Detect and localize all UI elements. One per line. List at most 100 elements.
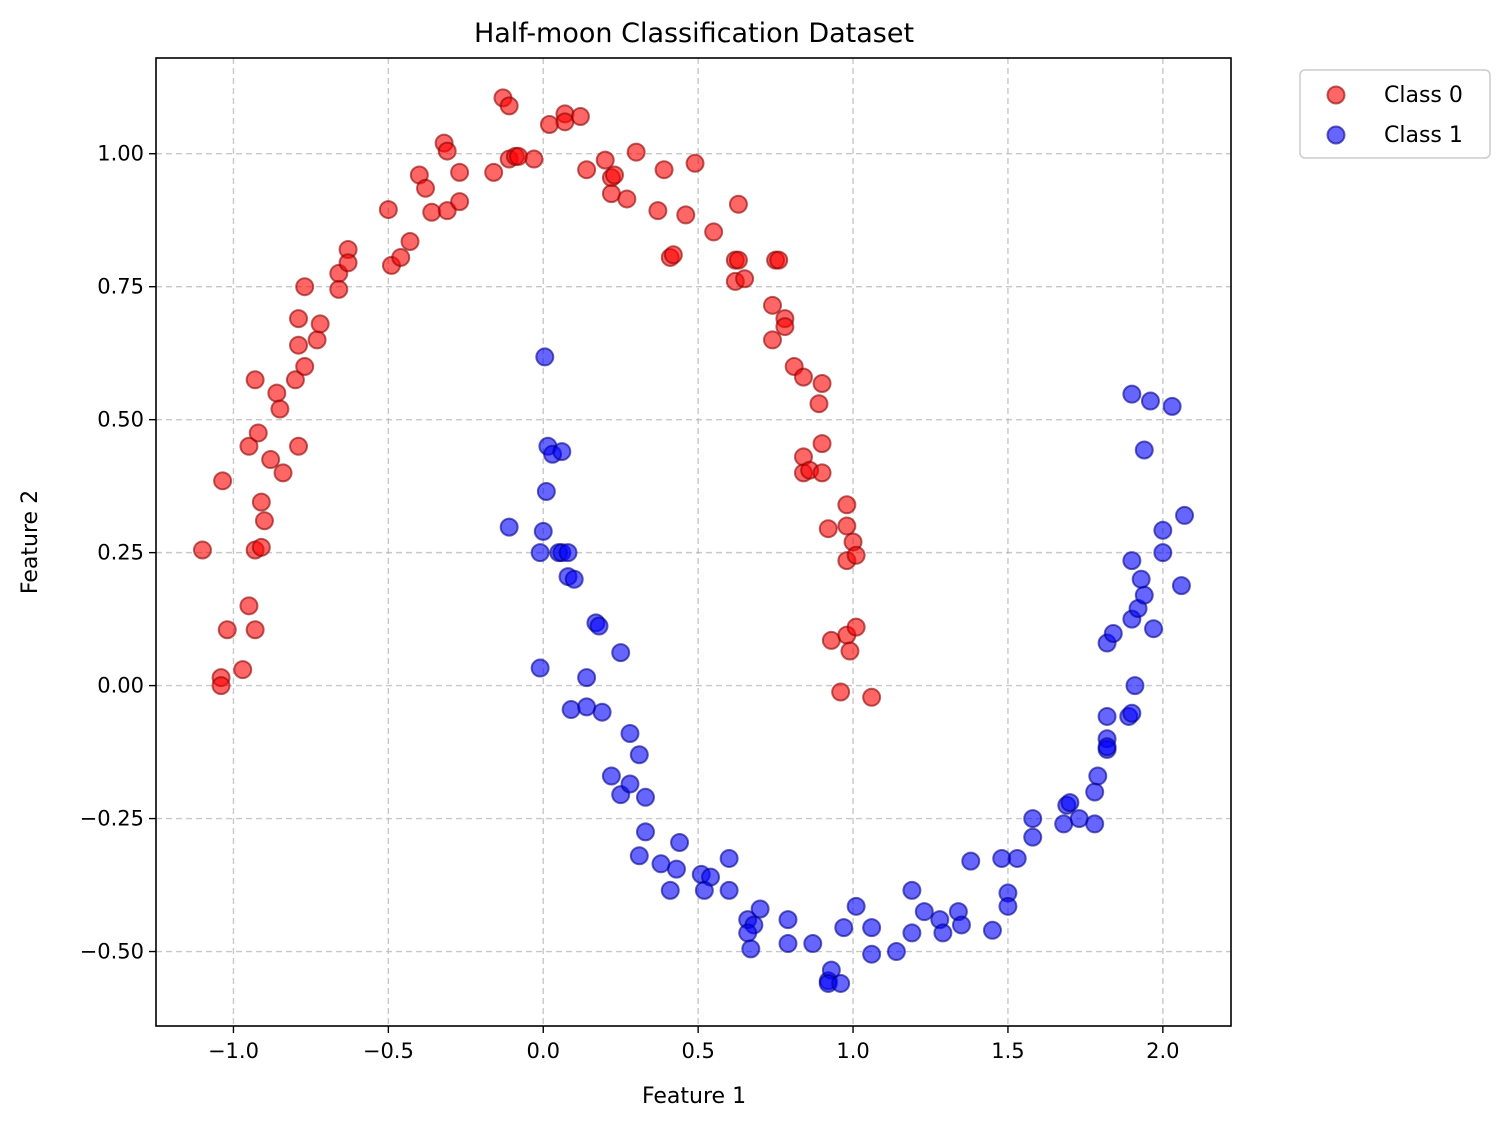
point-class-1 bbox=[992, 848, 1012, 868]
point-class-0 bbox=[192, 540, 212, 560]
point-class-0 bbox=[378, 200, 398, 220]
point-class-0 bbox=[289, 436, 309, 456]
y-axis-label: Feature 2 bbox=[18, 490, 43, 594]
point-class-1 bbox=[862, 944, 882, 964]
point-class-1 bbox=[778, 910, 798, 930]
point-class-0 bbox=[450, 192, 470, 212]
point-class-0 bbox=[821, 630, 841, 650]
point-class-1 bbox=[778, 934, 798, 954]
point-class-0 bbox=[310, 314, 330, 334]
point-class-0 bbox=[762, 295, 782, 315]
point-class-1 bbox=[1097, 737, 1117, 757]
point-class-1 bbox=[886, 942, 906, 962]
point-class-1 bbox=[552, 442, 572, 462]
point-class-1 bbox=[1153, 520, 1173, 540]
point-class-1 bbox=[651, 854, 671, 874]
y-tick-label: 0.00 bbox=[97, 674, 144, 698]
point-class-1 bbox=[629, 745, 649, 765]
point-class-0 bbox=[251, 492, 271, 512]
point-class-0 bbox=[245, 370, 265, 390]
point-class-1 bbox=[592, 702, 612, 722]
y-tick-label: 0.75 bbox=[97, 275, 144, 299]
point-class-1 bbox=[862, 918, 882, 938]
legend-marker-class-0 bbox=[1326, 85, 1346, 105]
point-class-1 bbox=[1023, 827, 1043, 847]
point-class-1 bbox=[1097, 706, 1117, 726]
point-class-1 bbox=[1122, 384, 1142, 404]
point-class-0 bbox=[735, 269, 755, 289]
point-class-0 bbox=[793, 367, 813, 387]
point-class-1 bbox=[1060, 793, 1080, 813]
x-tick-label: 1.5 bbox=[991, 1039, 1024, 1063]
point-class-1 bbox=[1153, 543, 1173, 563]
point-class-1 bbox=[1144, 619, 1164, 639]
point-class-0 bbox=[728, 250, 748, 270]
point-class-1 bbox=[589, 616, 609, 636]
point-class-0 bbox=[648, 201, 668, 221]
point-class-1 bbox=[666, 859, 686, 879]
y-tick-label: −0.25 bbox=[80, 807, 144, 831]
point-class-0 bbox=[728, 194, 748, 214]
point-class-1 bbox=[933, 923, 953, 943]
point-class-1 bbox=[902, 880, 922, 900]
point-class-0 bbox=[450, 162, 470, 182]
point-class-0 bbox=[499, 96, 519, 116]
point-class-1 bbox=[629, 846, 649, 866]
point-class-0 bbox=[437, 141, 457, 161]
point-class-1 bbox=[561, 700, 581, 720]
point-class-1 bbox=[694, 880, 714, 900]
point-class-0 bbox=[617, 189, 637, 209]
point-class-1 bbox=[1171, 576, 1191, 596]
point-class-0 bbox=[254, 511, 274, 531]
point-class-1 bbox=[1122, 551, 1142, 571]
point-class-1 bbox=[1134, 585, 1154, 605]
point-class-1 bbox=[499, 517, 519, 537]
point-class-0 bbox=[329, 279, 349, 299]
y-axis-ticks: 1.00 0.75 0.50 0.25 0.00 −0.25 −0.50 bbox=[80, 142, 156, 964]
point-class-1 bbox=[1162, 396, 1182, 416]
point-class-1 bbox=[951, 915, 971, 935]
point-class-1 bbox=[564, 569, 584, 589]
point-class-0 bbox=[601, 184, 621, 204]
point-class-1 bbox=[577, 668, 597, 688]
point-class-0 bbox=[217, 620, 237, 640]
point-class-0 bbox=[818, 519, 838, 539]
point-class-0 bbox=[809, 394, 829, 414]
point-class-0 bbox=[289, 309, 309, 329]
chart-title: Half-moon Classification Dataset bbox=[474, 18, 914, 49]
point-class-1 bbox=[536, 481, 556, 501]
point-class-0 bbox=[524, 149, 544, 169]
point-class-1 bbox=[1140, 391, 1160, 411]
point-class-0 bbox=[840, 641, 860, 661]
point-class-0 bbox=[261, 450, 281, 470]
point-class-1 bbox=[1125, 676, 1145, 696]
x-axis-label: Feature 1 bbox=[642, 1084, 746, 1109]
point-class-1 bbox=[1088, 766, 1108, 786]
legend-marker-class-1 bbox=[1326, 125, 1346, 145]
point-class-0 bbox=[837, 516, 857, 536]
point-class-0 bbox=[555, 112, 575, 132]
grid-lines bbox=[156, 58, 1231, 1026]
point-class-0 bbox=[211, 676, 231, 696]
point-class-0 bbox=[416, 178, 436, 198]
point-class-0 bbox=[862, 687, 882, 707]
point-class-0 bbox=[570, 107, 590, 127]
x-tick-label: 0.5 bbox=[681, 1039, 714, 1063]
point-class-1 bbox=[1054, 814, 1074, 834]
point-class-1 bbox=[1103, 623, 1123, 643]
legend-label-class-1: Class 1 bbox=[1384, 123, 1463, 148]
point-class-0 bbox=[812, 374, 832, 394]
x-tick-label: −1.0 bbox=[208, 1039, 259, 1063]
point-class-1 bbox=[750, 899, 770, 919]
point-class-1 bbox=[998, 896, 1018, 916]
point-class-1 bbox=[846, 896, 866, 916]
point-class-1 bbox=[635, 787, 655, 807]
point-class-0 bbox=[422, 202, 442, 222]
point-class-0 bbox=[239, 436, 259, 456]
point-class-1 bbox=[1069, 809, 1089, 829]
x-tick-label: 1.0 bbox=[836, 1039, 869, 1063]
point-class-0 bbox=[837, 495, 857, 515]
point-class-1 bbox=[577, 697, 597, 717]
point-class-0 bbox=[295, 277, 315, 297]
